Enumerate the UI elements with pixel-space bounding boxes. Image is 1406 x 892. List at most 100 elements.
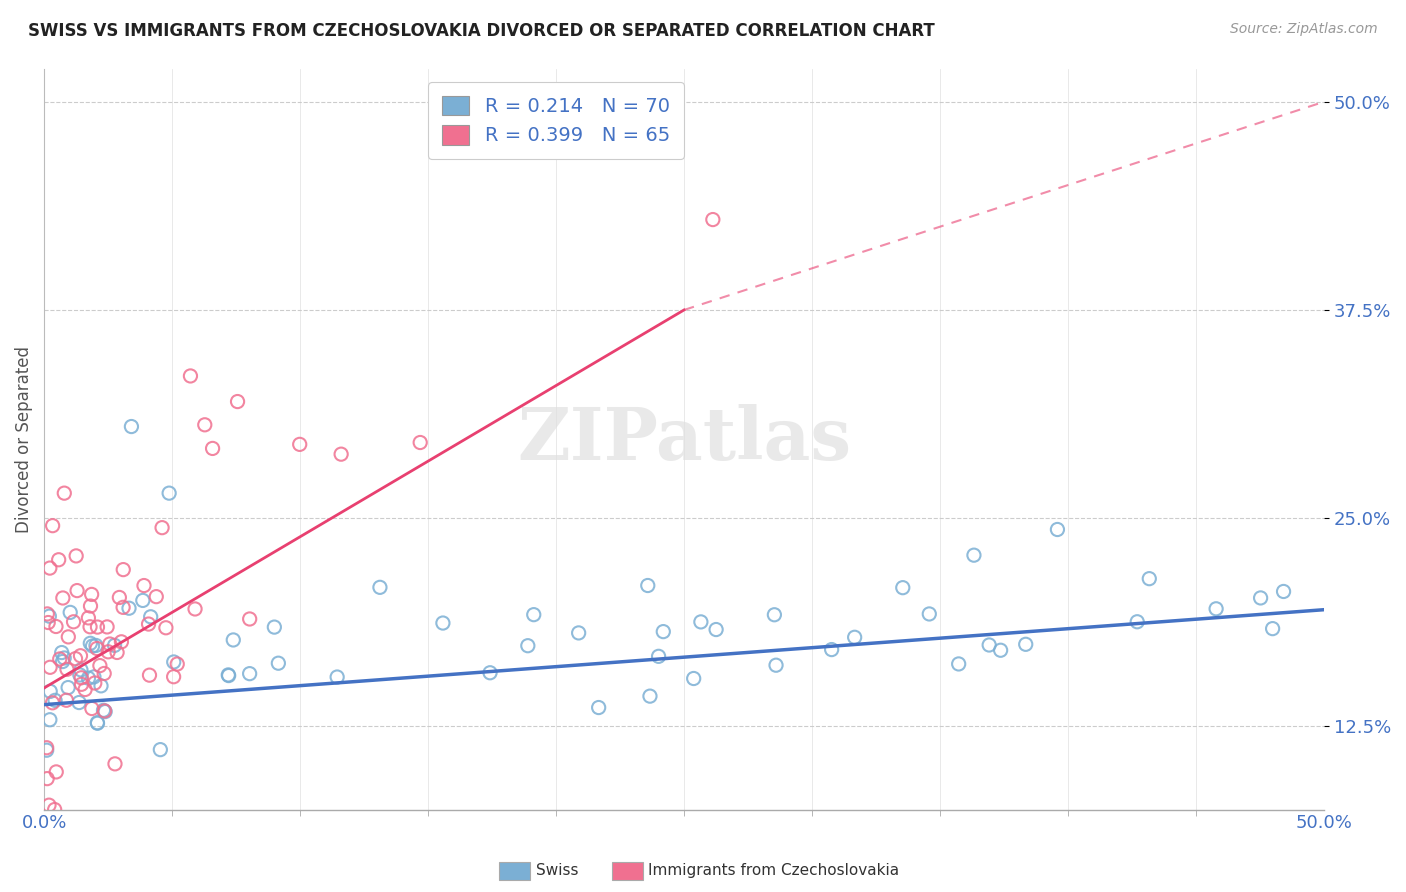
Point (523, 607, 546, 622)
Point (38, 713, 60, 727)
Point (70, 677, 93, 691)
Point (93, 666, 115, 681)
Point (65, 549, 87, 563)
Point (194, 417, 217, 432)
Point (65, 651, 87, 665)
Point (409, 435, 432, 450)
Point (35, 740, 58, 755)
Point (990, 643, 1012, 657)
Point (83, 670, 105, 684)
Point (138, 617, 160, 632)
Point (80, 587, 103, 601)
Point (1205, 602, 1227, 616)
Point (83, 676, 105, 690)
Point (112, 600, 135, 615)
Point (288, 437, 311, 451)
Point (86, 641, 108, 656)
Point (82, 639, 104, 653)
Point (39, 660, 62, 674)
Point (67, 696, 90, 710)
Point (157, 486, 180, 500)
Point (70, 663, 93, 677)
Point (86, 715, 108, 730)
Point (149, 742, 172, 756)
Point (110, 635, 132, 649)
Point (918, 607, 941, 621)
Text: Immigrants from Czechoslovakia: Immigrants from Czechoslovakia (648, 863, 900, 878)
Point (96, 620, 118, 634)
Point (39, 684, 62, 698)
Point (184, 602, 207, 616)
Point (368, 580, 391, 594)
Point (108, 591, 131, 605)
Point (704, 623, 727, 637)
Point (77, 611, 100, 625)
Point (93, 703, 115, 717)
Point (820, 642, 842, 657)
Point (118, 601, 141, 615)
Point (97, 645, 120, 659)
Point (37, 615, 59, 630)
Point (79, 620, 101, 634)
Point (263, 620, 285, 634)
Point (52, 591, 75, 605)
Point (1272, 584, 1295, 599)
Point (69, 648, 91, 663)
Point (41, 518, 63, 533)
Point (51, 646, 73, 660)
Point (38, 609, 60, 624)
Point (45, 764, 67, 779)
Point (179, 368, 201, 383)
Point (682, 672, 704, 686)
Point (155, 621, 177, 635)
Point (1250, 591, 1272, 605)
Text: Source: ZipAtlas.com: Source: ZipAtlas.com (1230, 22, 1378, 37)
Point (69, 668, 91, 682)
Point (35, 743, 58, 757)
Point (637, 578, 659, 592)
Point (844, 630, 866, 644)
Point (89, 658, 111, 673)
Point (41, 696, 63, 710)
Point (103, 639, 125, 653)
Point (162, 670, 184, 684)
Point (86, 620, 108, 634)
Point (239, 666, 262, 681)
Point (1126, 615, 1149, 629)
Point (588, 700, 610, 714)
Point (218, 668, 240, 682)
Text: ZIPatlas: ZIPatlas (517, 403, 851, 475)
Point (44, 693, 66, 707)
Point (763, 607, 786, 622)
Point (138, 668, 160, 682)
Point (139, 609, 162, 624)
Point (56, 662, 79, 676)
Point (432, 615, 454, 630)
Text: Swiss: Swiss (536, 863, 578, 878)
Point (70, 671, 93, 685)
Point (84, 639, 107, 653)
Point (568, 626, 591, 640)
Point (66, 583, 89, 598)
Point (163, 655, 186, 669)
Point (652, 624, 675, 639)
Point (112, 563, 135, 577)
Point (132, 593, 155, 607)
Point (93, 704, 115, 718)
Point (38, 798, 60, 813)
Point (44, 803, 66, 817)
Point (1137, 572, 1160, 586)
Point (979, 638, 1001, 652)
Point (201, 442, 224, 456)
Point (222, 632, 245, 647)
Point (647, 649, 669, 664)
Point (62, 615, 84, 629)
Point (479, 665, 502, 680)
Point (58, 630, 80, 644)
Point (48, 553, 70, 567)
Point (239, 612, 262, 626)
Point (963, 548, 986, 562)
Point (77, 671, 100, 685)
Point (38, 561, 60, 575)
Point (948, 657, 970, 671)
